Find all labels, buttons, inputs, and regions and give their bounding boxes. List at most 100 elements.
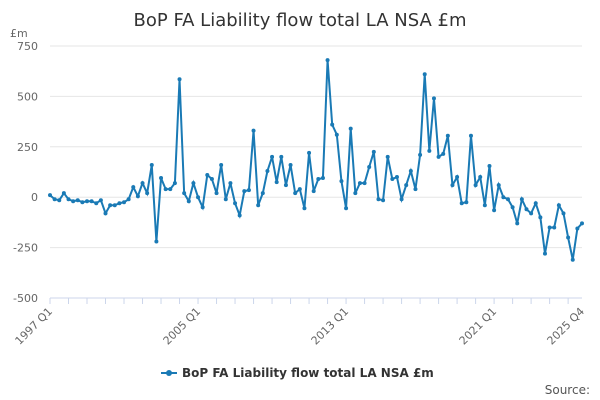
data-point[interactable] — [492, 208, 497, 213]
data-point[interactable] — [223, 197, 228, 202]
data-point[interactable] — [381, 198, 386, 203]
data-point[interactable] — [80, 200, 85, 205]
data-point[interactable] — [427, 148, 432, 153]
data-point[interactable] — [348, 126, 353, 131]
data-point[interactable] — [445, 133, 450, 138]
data-point[interactable] — [547, 225, 552, 230]
data-point[interactable] — [408, 168, 413, 173]
data-point[interactable] — [580, 221, 584, 226]
data-point[interactable] — [510, 205, 515, 210]
data-point[interactable] — [501, 195, 506, 200]
data-point[interactable] — [279, 154, 284, 159]
data-point[interactable] — [242, 189, 247, 194]
data-point[interactable] — [260, 191, 265, 196]
data-point[interactable] — [283, 183, 288, 188]
data-point[interactable] — [542, 251, 547, 256]
data-point[interactable] — [325, 58, 330, 63]
data-point[interactable] — [112, 203, 117, 208]
data-point[interactable] — [344, 206, 349, 211]
data-point[interactable] — [385, 154, 390, 159]
data-point[interactable] — [117, 201, 122, 206]
data-point[interactable] — [256, 203, 261, 208]
data-point[interactable] — [464, 200, 469, 205]
data-point[interactable] — [376, 197, 381, 202]
data-point[interactable] — [159, 176, 164, 181]
data-point[interactable] — [529, 211, 534, 216]
data-point[interactable] — [357, 181, 362, 186]
data-point[interactable] — [177, 77, 182, 82]
data-point[interactable] — [149, 162, 154, 167]
data-point[interactable] — [394, 175, 399, 180]
data-point[interactable] — [316, 177, 321, 182]
data-point[interactable] — [172, 181, 177, 186]
data-point[interactable] — [297, 187, 302, 192]
legend[interactable]: BoP FA Liability flow total LA NSA £m — [161, 366, 434, 380]
data-point[interactable] — [57, 198, 62, 203]
data-point[interactable] — [413, 187, 418, 192]
data-point[interactable] — [251, 128, 256, 133]
data-point[interactable] — [519, 197, 524, 202]
data-point[interactable] — [404, 183, 409, 188]
data-point[interactable] — [209, 177, 214, 182]
data-point[interactable] — [196, 195, 201, 200]
data-point[interactable] — [399, 197, 404, 202]
data-point[interactable] — [556, 203, 561, 208]
data-point[interactable] — [515, 221, 520, 226]
data-point[interactable] — [561, 211, 566, 216]
data-point[interactable] — [468, 133, 473, 138]
data-point[interactable] — [431, 96, 436, 101]
data-point[interactable] — [367, 164, 372, 169]
data-point[interactable] — [418, 152, 423, 157]
data-point[interactable] — [108, 203, 113, 208]
data-point[interactable] — [265, 168, 270, 173]
data-point[interactable] — [219, 162, 224, 167]
data-point[interactable] — [52, 197, 57, 202]
data-point[interactable] — [302, 206, 307, 211]
data-point[interactable] — [71, 199, 76, 204]
data-point[interactable] — [478, 175, 483, 180]
data-point[interactable] — [533, 201, 538, 206]
data-point[interactable] — [182, 191, 187, 196]
data-point[interactable] — [186, 199, 191, 204]
data-point[interactable] — [89, 199, 94, 204]
data-point[interactable] — [85, 199, 90, 204]
data-point[interactable] — [66, 197, 71, 202]
data-point[interactable] — [353, 191, 358, 196]
data-point[interactable] — [214, 191, 219, 196]
data-point[interactable] — [307, 150, 312, 155]
data-point[interactable] — [191, 181, 196, 186]
data-point[interactable] — [122, 200, 127, 205]
data-point[interactable] — [205, 173, 210, 178]
data-point[interactable] — [228, 181, 233, 186]
data-point[interactable] — [98, 198, 103, 203]
data-point[interactable] — [126, 197, 131, 202]
data-point[interactable] — [233, 201, 238, 206]
data-point[interactable] — [422, 72, 427, 77]
data-point[interactable] — [246, 188, 251, 193]
data-point[interactable] — [168, 187, 173, 192]
data-point[interactable] — [473, 183, 478, 188]
data-point[interactable] — [459, 201, 464, 206]
data-point[interactable] — [362, 181, 367, 186]
data-point[interactable] — [75, 198, 80, 203]
data-point[interactable] — [103, 211, 108, 216]
data-point[interactable] — [390, 177, 395, 182]
data-point[interactable] — [135, 194, 140, 199]
data-point[interactable] — [94, 201, 99, 206]
data-point[interactable] — [570, 257, 575, 262]
data-point[interactable] — [131, 185, 136, 190]
data-point[interactable] — [496, 183, 501, 188]
data-point[interactable] — [293, 191, 298, 196]
data-point[interactable] — [237, 213, 242, 218]
data-point[interactable] — [450, 183, 455, 188]
data-point[interactable] — [505, 197, 510, 202]
data-point[interactable] — [270, 154, 275, 159]
data-point[interactable] — [538, 215, 543, 220]
data-point[interactable] — [330, 122, 335, 127]
data-point[interactable] — [339, 179, 344, 184]
data-point[interactable] — [566, 235, 571, 240]
data-point[interactable] — [274, 180, 279, 185]
data-point[interactable] — [140, 181, 145, 186]
data-point[interactable] — [371, 149, 376, 154]
data-point[interactable] — [154, 239, 159, 244]
